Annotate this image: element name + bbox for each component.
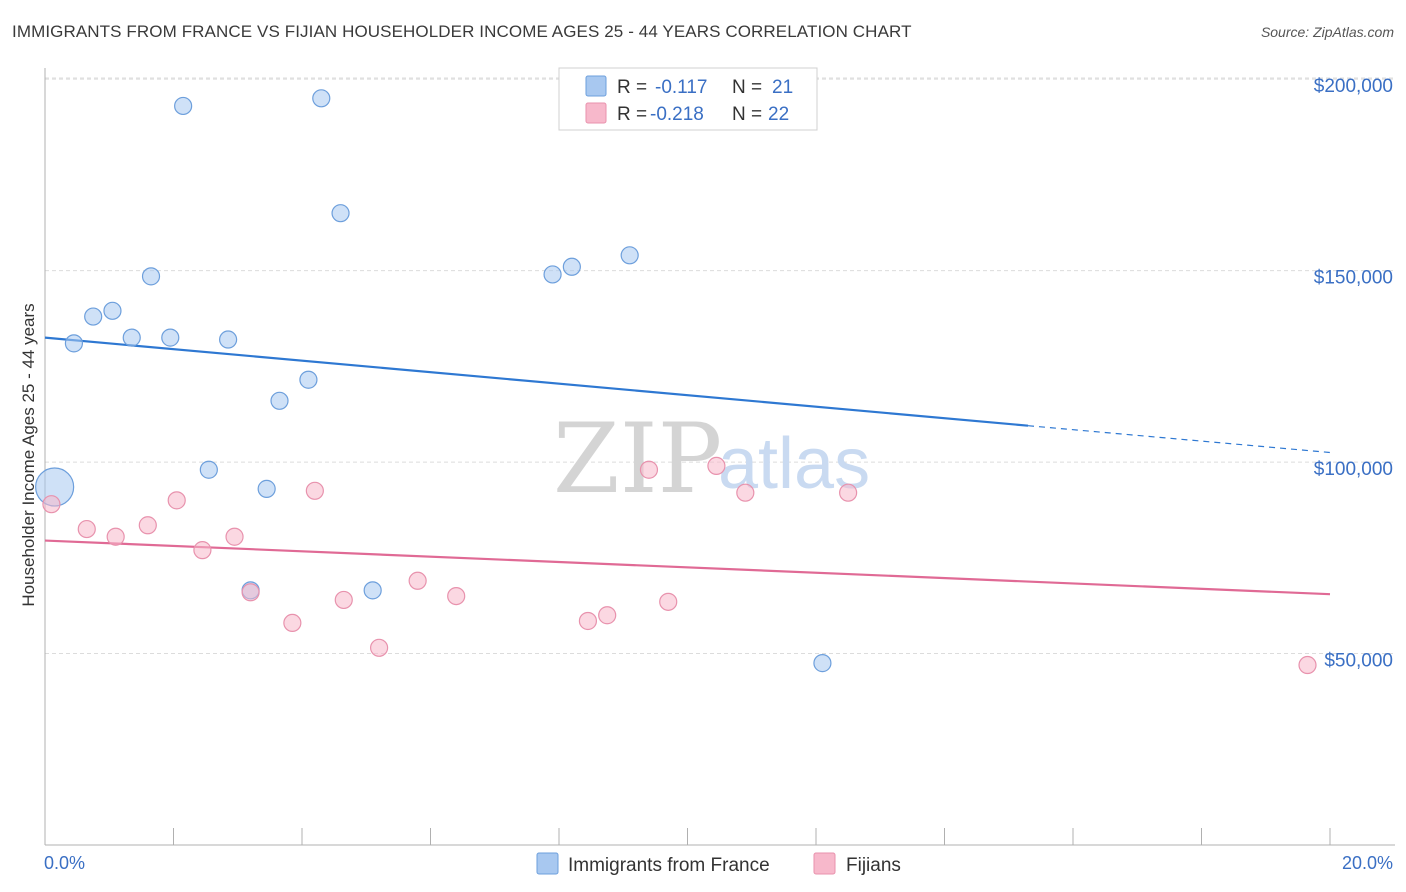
y-tick-labels: $200,000 $150,000 $100,000 $50,000 — [1314, 76, 1393, 671]
legend-r-label-france: R = — [617, 77, 647, 98]
point-fijians-9 — [305, 481, 324, 500]
point-france-1 — [64, 334, 84, 353]
legend-n-value-fijians: 22 — [768, 104, 789, 125]
point-fijians-16 — [639, 460, 659, 479]
y-tick-label-1: $150,000 — [1314, 268, 1393, 289]
series-legend: Immigrants from France Fijians — [536, 852, 901, 876]
x-tick-label-max: 20.0% — [1342, 853, 1393, 873]
point-france-4 — [122, 328, 141, 347]
point-fijians-7 — [241, 583, 260, 602]
point-fijians-21 — [1298, 655, 1317, 675]
legend-n-value-france: 21 — [772, 77, 793, 98]
point-france-7 — [174, 96, 193, 116]
point-fijians-0 — [42, 495, 61, 514]
legend-swatch-fijians — [585, 102, 607, 124]
correlation-legend: R = -0.117 N = 21 R = -0.218 N = 22 — [558, 67, 818, 131]
watermark-zip: ZIP — [553, 403, 722, 515]
point-france-13 — [299, 370, 318, 389]
bottom-legend-label-fijians: Fijians — [846, 855, 901, 876]
point-fijians-18 — [707, 456, 726, 476]
point-france-6 — [161, 328, 180, 347]
point-france-2 — [84, 307, 103, 326]
point-france-12 — [270, 391, 289, 410]
legend-swatch-france — [585, 75, 607, 97]
point-france-20 — [813, 654, 832, 673]
trend-lines — [44, 336, 1331, 596]
y-axis-label: Householder Income Ages 25 - 44 years — [19, 303, 38, 606]
point-fijians-1 — [77, 519, 96, 539]
trend-line-extension-0 — [1027, 425, 1331, 454]
point-france-19 — [620, 246, 639, 265]
point-france-16 — [363, 581, 382, 600]
trend-line-1 — [44, 539, 1331, 596]
point-france-15 — [331, 204, 350, 223]
legend-r-label-fijians: R = — [617, 104, 647, 125]
point-fijians-6 — [225, 527, 244, 546]
point-france-14 — [312, 89, 331, 108]
gridlines — [45, 77, 1395, 655]
legend-n-label-fijians: N = — [732, 104, 762, 125]
point-france-5 — [141, 267, 161, 286]
axes — [44, 68, 1395, 846]
point-fijians-11 — [370, 638, 389, 657]
bottom-legend-swatch-france — [536, 852, 559, 875]
bottom-legend-swatch-fijians — [813, 852, 836, 875]
y-tick-label-3: $50,000 — [1324, 651, 1393, 672]
chart-title: IMMIGRANTS FROM FRANCE VS FIJIAN HOUSEHO… — [12, 22, 912, 41]
bottom-legend-label-france: Immigrants from France — [568, 855, 770, 876]
point-fijians-5 — [193, 541, 212, 560]
legend-r-value-fijians: -0.218 — [650, 104, 704, 125]
y-tick-label-2: $100,000 — [1314, 459, 1393, 480]
point-fijians-2 — [106, 527, 125, 546]
source-label: Source: ZipAtlas.com — [1260, 24, 1394, 40]
point-fijians-13 — [447, 586, 466, 606]
point-france-3 — [103, 301, 122, 320]
point-fijians-17 — [659, 592, 678, 611]
point-fijians-12 — [408, 571, 427, 590]
x-tick-labels: 0.0% 20.0% — [44, 853, 1393, 873]
point-fijians-15 — [598, 606, 617, 625]
point-france-9 — [219, 330, 238, 349]
y-tick-label-0: $200,000 — [1314, 76, 1393, 97]
data-points — [35, 89, 1317, 675]
point-fijians-4 — [167, 491, 186, 510]
point-france-11 — [257, 479, 276, 498]
point-fijians-20 — [839, 483, 858, 502]
trend-line-0 — [44, 336, 1029, 427]
point-france-8 — [199, 460, 218, 479]
point-fijians-3 — [138, 516, 157, 535]
legend-r-value-france: -0.117 — [655, 77, 707, 98]
point-france-18 — [562, 257, 581, 276]
x-tick-label-min: 0.0% — [44, 853, 85, 873]
point-fijians-8 — [283, 613, 302, 633]
point-fijians-10 — [334, 590, 353, 610]
legend-n-label-france: N = — [732, 77, 762, 98]
point-france-17 — [543, 265, 562, 284]
point-fijians-14 — [578, 611, 598, 631]
point-fijians-19 — [736, 483, 755, 502]
